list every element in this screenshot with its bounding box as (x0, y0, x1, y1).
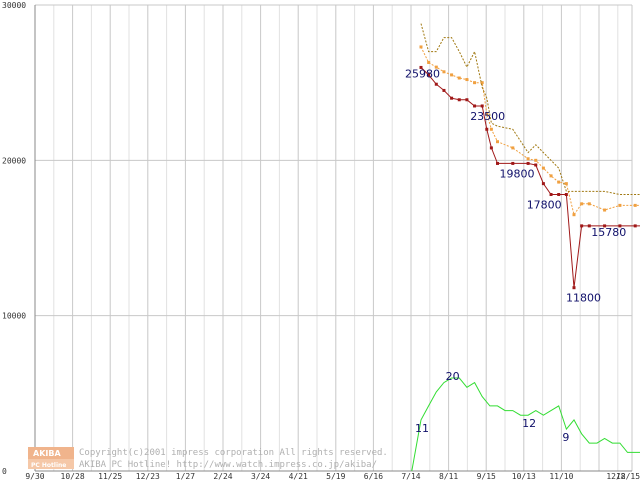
point-avg (580, 202, 584, 206)
logo-bottom-text: PC Hotline (31, 462, 66, 469)
point-min (526, 161, 530, 165)
site-url-text: AKIBA PC Hotline! http://www.watch.impre… (79, 460, 377, 470)
x-tick-label: 12/23 (136, 472, 160, 480)
data-label: 11800 (566, 292, 601, 305)
data-label: 19800 (500, 167, 535, 180)
point-min (465, 98, 469, 102)
x-tick-label: 12/8 (606, 472, 625, 480)
point-avg (572, 213, 576, 217)
point-min (557, 193, 561, 197)
point-min (549, 193, 553, 197)
point-avg (427, 60, 431, 64)
copyright-text: Copyright(c)2001 impress corporation All… (79, 448, 388, 458)
point-avg (496, 140, 499, 144)
data-label: 17800 (527, 199, 562, 212)
point-avg (489, 127, 493, 131)
x-tick-label: 11/25 (98, 472, 122, 480)
point-min (473, 104, 477, 108)
watermark: AKIBA PC Hotline Copyright(c)2001 impres… (28, 447, 388, 470)
logo-top-text: AKIBA (33, 449, 61, 458)
y-tick-label: 0 (2, 467, 7, 476)
point-avg (473, 81, 477, 85)
y-axis-ticks: 0 10000 20000 30000 (2, 1, 26, 476)
point-avg (485, 112, 489, 116)
x-tick-label: 4/21 (289, 472, 308, 480)
y-tick-label: 30000 (2, 1, 26, 10)
data-label: 23500 (470, 110, 505, 123)
point-min (511, 161, 515, 165)
series-line-max (420, 23, 640, 195)
x-tick-label: 6/16 (364, 472, 383, 480)
point-min (618, 224, 622, 228)
point-avg (587, 202, 591, 206)
point-avg (434, 65, 438, 69)
y-tick-label: 10000 (2, 312, 26, 321)
point-min (485, 127, 489, 131)
point-min (534, 163, 538, 167)
data-label: 15780 (591, 226, 626, 239)
point-min (480, 104, 484, 108)
point-avg (618, 203, 622, 207)
count-label: 11 (415, 422, 429, 435)
x-tick-label: 10/13 (512, 472, 536, 480)
x-tick-label: 5/19 (326, 472, 345, 480)
point-avg (526, 157, 530, 161)
x-tick-label: 10/28 (61, 472, 85, 480)
x-tick-label: 2/24 (213, 472, 232, 480)
x-tick-label: 12/15 (616, 472, 640, 480)
x-tick-label: 8/11 (439, 472, 458, 480)
point-min (572, 286, 576, 290)
series-line-count (411, 377, 640, 472)
x-tick-label: 11/10 (549, 472, 573, 480)
point-min (457, 98, 461, 102)
point-min (541, 182, 545, 186)
point-avg (557, 180, 561, 184)
point-avg (450, 73, 454, 77)
point-min (603, 224, 607, 228)
x-tick-label: 9/30 (25, 472, 44, 480)
point-min (450, 96, 454, 100)
logo-block-bottom (28, 459, 74, 469)
x-tick-label: 7/14 (401, 472, 420, 480)
point-min (427, 73, 431, 77)
x-tick-label: 1/27 (176, 472, 195, 480)
point-min (587, 224, 591, 228)
point-avg (564, 182, 568, 186)
point-avg (465, 78, 469, 82)
data-label: 25980 (405, 67, 440, 80)
point-avg (480, 81, 484, 85)
point-min (496, 161, 499, 165)
x-axis-ticks: 9/30 10/28 11/25 12/23 1/27 2/24 3/24 4/21 5/19 6… (25, 472, 640, 480)
logo-block-top (28, 447, 74, 459)
count-label: 20 (446, 370, 460, 383)
count-label: 9 (562, 431, 569, 444)
series-line-avg (420, 46, 640, 216)
grid-lines (34, 4, 633, 472)
point-min (442, 88, 446, 92)
point-avg (541, 166, 545, 170)
point-avg (549, 174, 553, 178)
point-avg (534, 158, 538, 162)
point-min (489, 146, 493, 150)
data-labels: 25980235001980017800118001578011201294 (405, 67, 626, 444)
point-avg (419, 45, 423, 49)
point-min (564, 193, 568, 197)
point-avg (442, 70, 446, 74)
point-avg (457, 76, 461, 80)
point-min (419, 65, 423, 69)
series-group (411, 23, 640, 472)
x-tick-label: 3/24 (251, 472, 270, 480)
point-min (633, 224, 637, 228)
point-min (434, 82, 438, 86)
count-label: 12 (522, 417, 536, 430)
y-tick-label: 20000 (2, 156, 26, 165)
point-avg (603, 208, 607, 212)
point-avg (633, 203, 637, 207)
point-avg (511, 146, 515, 150)
point-min (580, 224, 584, 228)
x-tick-label: 9/15 (477, 472, 496, 480)
